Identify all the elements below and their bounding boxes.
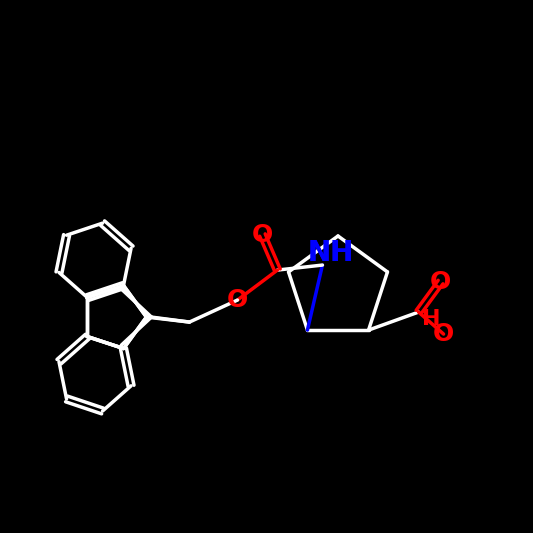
Text: O: O — [433, 322, 454, 346]
Text: O: O — [227, 288, 248, 312]
Text: H: H — [422, 309, 441, 329]
Text: O: O — [430, 270, 451, 294]
Text: NH: NH — [308, 239, 353, 267]
Text: NH: NH — [308, 239, 353, 267]
Text: O: O — [252, 223, 273, 247]
